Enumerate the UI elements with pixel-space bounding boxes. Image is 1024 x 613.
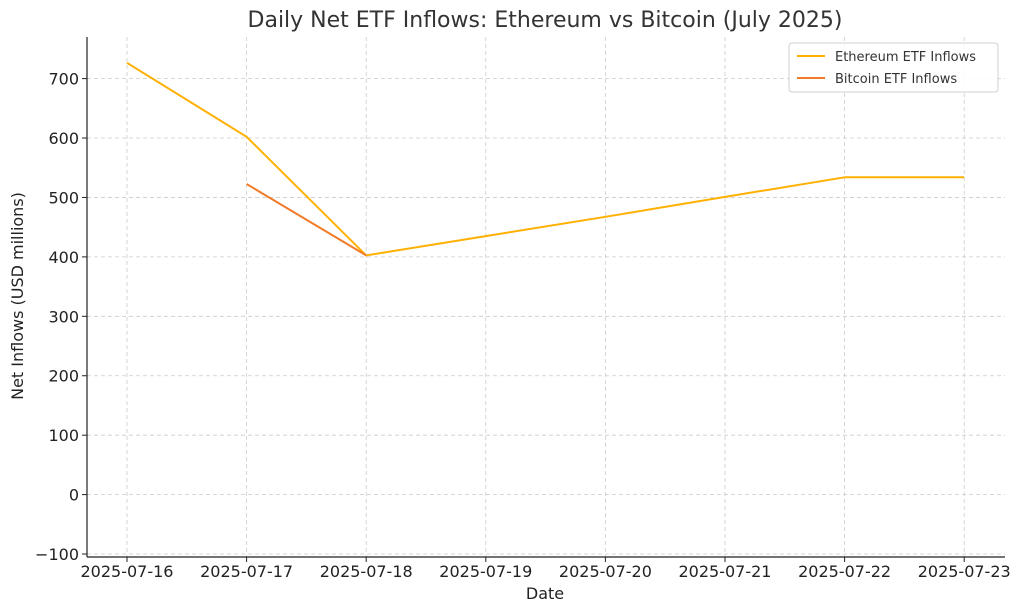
grid xyxy=(87,37,1005,557)
y-tick-label: 100 xyxy=(48,426,79,445)
legend-box xyxy=(788,42,999,93)
y-tick-label: 400 xyxy=(48,248,79,267)
y-tick-label: 0 xyxy=(69,486,79,505)
series-lines xyxy=(126,61,965,257)
y-axis-ticks: −100 0 100 200 300 400 500 600 700 xyxy=(35,70,87,564)
legend-label: Ethereum ETF Inflows xyxy=(835,50,976,65)
x-tick-label: 2025-07-16 xyxy=(81,562,174,581)
x-tick-label: 2025-07-19 xyxy=(439,562,532,581)
x-tick-label: 2025-07-17 xyxy=(200,562,293,581)
x-tick-label: 2025-07-22 xyxy=(798,562,891,581)
x-tick-label: 2025-07-20 xyxy=(559,562,652,581)
x-axis-ticks: 2025-07-16 2025-07-17 2025-07-18 2025-07-19… xyxy=(81,557,1011,581)
series-line-bitcoin-etf-inflows xyxy=(246,183,367,257)
y-tick-label: 600 xyxy=(48,129,79,148)
y-tick-label: −100 xyxy=(35,545,79,564)
x-tick-label: 2025-07-23 xyxy=(918,562,1011,581)
y-axis-label: Net Inflows (USD millions) xyxy=(8,192,27,400)
x-tick-label: 2025-07-21 xyxy=(679,562,772,581)
chart-title: Daily Net ETF Inflows: Ethereum vs Bitco… xyxy=(248,8,843,33)
series-line-ethereum-etf-inflows xyxy=(126,61,965,257)
y-tick-label: 500 xyxy=(48,188,79,207)
y-tick-label: 700 xyxy=(48,70,79,89)
axes xyxy=(86,37,1005,558)
x-tick-label: 2025-07-18 xyxy=(320,562,413,581)
legend-label: Bitcoin ETF Inflows xyxy=(835,72,957,87)
y-tick-label: 200 xyxy=(48,367,79,386)
x-axis-label: Date xyxy=(526,584,564,603)
legend: Ethereum ETF Inflows Bitcoin ETF Inflows xyxy=(788,42,999,93)
y-tick-label: 300 xyxy=(48,307,79,326)
